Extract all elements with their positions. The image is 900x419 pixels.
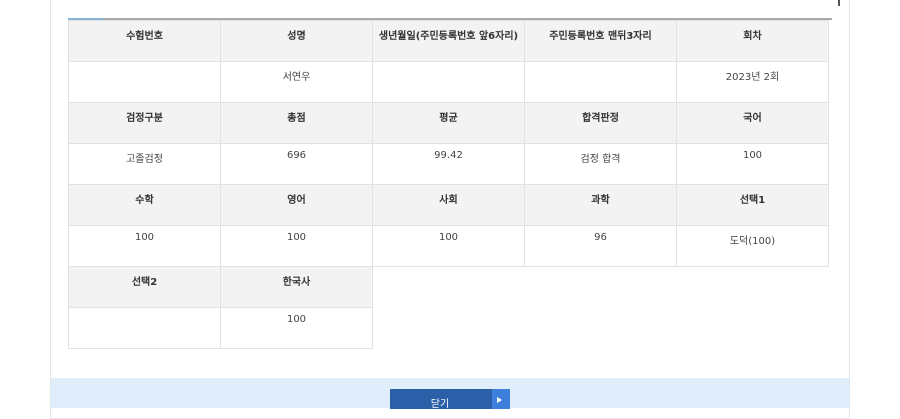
cell-value [68,61,221,103]
close-button[interactable]: 닫기 [390,389,510,410]
empty-cell [677,308,829,349]
cell-value: 100 [372,225,525,267]
table-top-border [68,18,832,20]
header-row: 수험번호 성명 생년월일(주민등록번호 앞6자리) 주민등록번호 맨뒤3자리 회차 [68,20,829,62]
arrow-right-icon [492,389,510,409]
score-table: 수험번호 성명 생년월일(주민등록번호 앞6자리) 주민등록번호 맨뒤3자리 회차 서연우… [68,20,829,349]
column-header: 생년월일(주민등록번호 앞6자리) [372,20,525,62]
header-row: 선택2 한국사 [68,266,829,308]
column-header: 선택2 [68,266,221,308]
cell-value [524,61,677,103]
cell-value: 100 [220,307,373,349]
empty-cell [677,267,829,308]
cell-value: 서연우 [220,61,373,103]
cell-value: 2023년 2회 [676,61,829,103]
column-header: 수학 [68,184,221,226]
empty-cell [525,267,677,308]
cell-value: 100 [676,143,829,185]
empty-cell [525,308,677,349]
empty-cell [373,308,525,349]
value-row: 100 [68,307,829,349]
cell-value [372,61,525,103]
column-header: 성명 [220,20,373,62]
column-header: 합격판정 [524,102,677,144]
cell-value: 99.42 [372,143,525,185]
column-header: 영어 [220,184,373,226]
column-header: 사회 [372,184,525,226]
cell-value: 696 [220,143,373,185]
cell-value: 100 [68,225,221,267]
cell-value: 도덕(100) [676,225,829,267]
tab-accent [68,18,103,20]
column-header: 검정구분 [68,102,221,144]
close-label: 닫기 [430,399,450,410]
column-header: 주민등록번호 맨뒤3자리 [524,20,677,62]
value-row: 100 100 100 96 도덕(100) [68,225,829,267]
scrollbar-fragment [838,0,840,6]
cell-value: 100 [220,225,373,267]
value-row: 고졸검정 696 99.42 검정 합격 100 [68,143,829,185]
column-header: 국어 [676,102,829,144]
column-header: 선택1 [676,184,829,226]
column-header: 평균 [372,102,525,144]
header-row: 검정구분 총점 평균 합격판정 국어 [68,102,829,144]
cell-value: 고졸검정 [68,143,221,185]
header-row: 수학 영어 사회 과학 선택1 [68,184,829,226]
empty-cell [373,267,525,308]
column-header: 수험번호 [68,20,221,62]
column-header: 총점 [220,102,373,144]
column-header: 회차 [676,20,829,62]
cell-value: 검정 합격 [524,143,677,185]
cell-value [68,307,221,349]
column-header: 한국사 [220,266,373,308]
column-header: 과학 [524,184,677,226]
cell-value: 96 [524,225,677,267]
value-row: 서연우 2023년 2회 [68,61,829,103]
